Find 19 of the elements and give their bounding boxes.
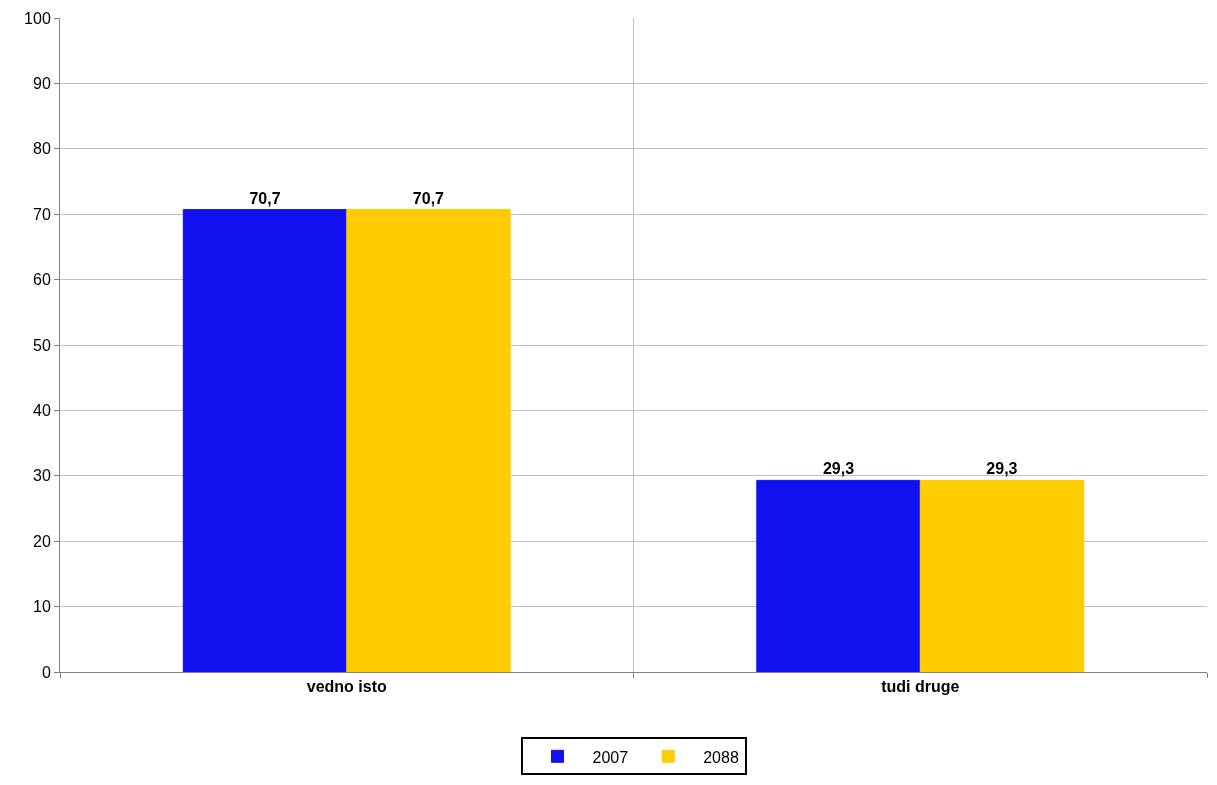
data-label: 70,7	[249, 189, 281, 207]
y-tick-label: 90	[33, 75, 51, 92]
y-tick-label: 80	[33, 140, 51, 158]
legend-label: 2007	[592, 748, 629, 766]
y-tick-label: 0	[41, 663, 51, 681]
y-tick-label: 50	[33, 336, 51, 354]
y-tick-label: 30	[33, 467, 51, 485]
y-tick-label: 40	[33, 402, 51, 419]
x-tick-label: tudi druge	[881, 678, 960, 696]
y-tick-label: 10	[33, 598, 51, 616]
y-tick-label: 100	[24, 9, 51, 27]
y-tick-label: 70	[33, 205, 51, 223]
data-label: 29,3	[822, 460, 855, 478]
legend-label: 2088	[703, 748, 739, 766]
y-tick-label: 60	[33, 271, 51, 289]
y-tick-label: 20	[33, 532, 51, 550]
data-label: 70,7	[412, 189, 445, 207]
x-tick-label: vedno isto	[306, 678, 387, 696]
data-label: 29,3	[986, 460, 1018, 478]
